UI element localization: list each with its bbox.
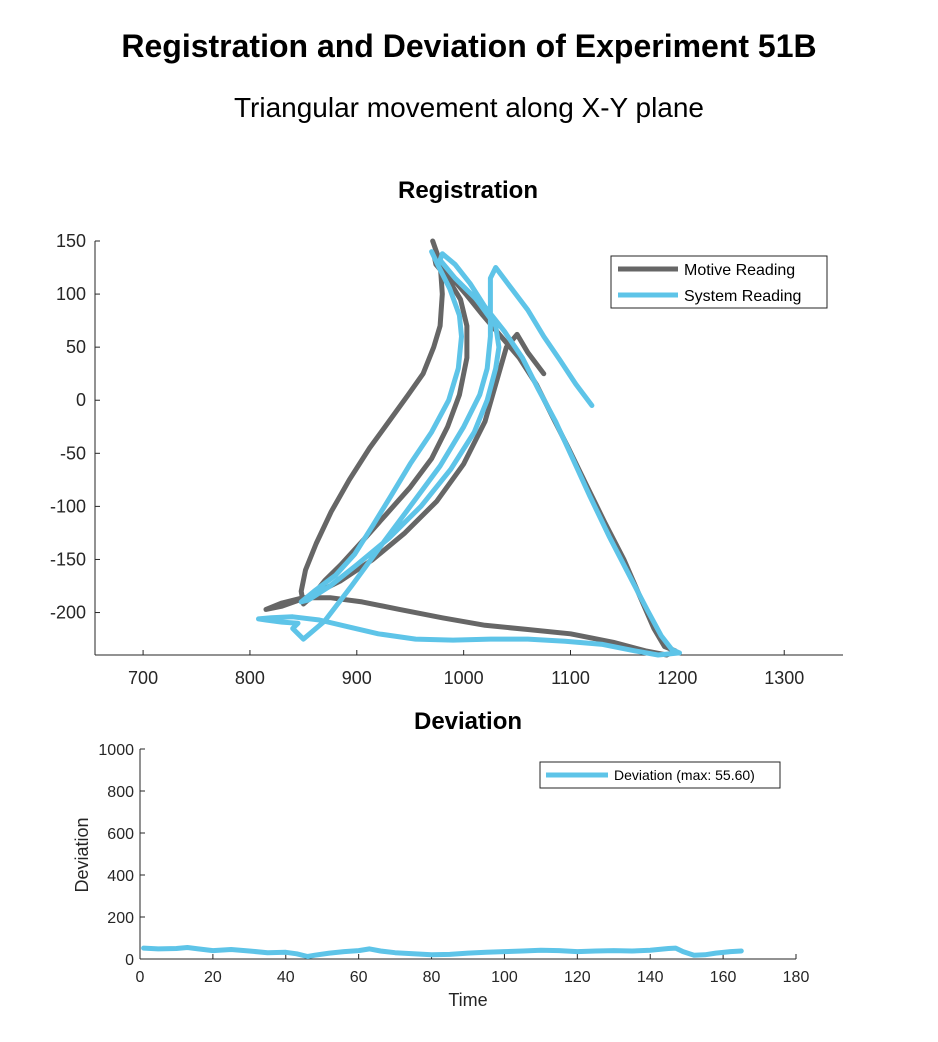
registration-y-tick-label: 50 [66, 337, 86, 357]
deviation-y-tick-label: 200 [107, 910, 134, 927]
registration-series-line [256, 249, 682, 658]
registration-y-tick-label: 100 [56, 284, 86, 304]
deviation-x-tick-label: 100 [491, 969, 518, 986]
registration-title: Registration [398, 177, 538, 204]
registration-y-tick-label: -100 [50, 496, 86, 516]
deviation-x-tick-label: 20 [204, 969, 222, 986]
registration-y-tick-label: -50 [60, 443, 86, 463]
deviation-x-tick-label: 120 [564, 969, 591, 986]
registration-y-tick-label: 150 [56, 231, 86, 251]
deviation-y-tick-label: 600 [107, 826, 134, 843]
deviation-y-tick-label: 400 [107, 868, 134, 885]
registration-x-tick-label: 700 [128, 668, 158, 688]
registration-legend: Motive Reading System Reading [610, 255, 828, 309]
deviation-xlabel: Time [448, 990, 487, 1010]
registration-axes: 700 800 900 1000 1100 1200 1300 150 100 50 0 -50 -10… [50, 231, 843, 688]
deviation-x-tick-label: 0 [136, 969, 145, 986]
deviation-lines [141, 945, 744, 959]
registration-y-tick-label: 0 [76, 390, 86, 410]
deviation-ylabel: Deviation [72, 817, 92, 892]
registration-x-tick-label: 1200 [657, 668, 697, 688]
registration-legend-label: Motive Reading [684, 262, 795, 279]
deviation-y-tick-label: 1000 [98, 742, 134, 759]
deviation-series-line [141, 945, 744, 959]
deviation-x-tick-label: 60 [350, 969, 368, 986]
registration-x-tick-label: 1100 [551, 668, 590, 688]
registration-x-tick-label: 1000 [444, 668, 484, 688]
deviation-legend-label: Deviation (max: 55.60) [614, 767, 755, 783]
deviation-title: Deviation [414, 708, 522, 735]
deviation-x-tick-label: 160 [710, 969, 737, 986]
registration-lines [256, 238, 682, 658]
figure-subtitle: Triangular movement along X-Y plane [233, 92, 705, 123]
figure-title: Registration and Deviation of Experiment… [121, 28, 817, 64]
registration-x-tick-label: 800 [235, 668, 265, 688]
registration-x-tick-label: 1300 [764, 668, 804, 688]
registration-y-tick-label: -150 [50, 549, 86, 569]
deviation-x-tick-label: 80 [423, 969, 441, 986]
deviation-y-tick-label: 0 [125, 952, 134, 969]
deviation-y-tick-label: 800 [107, 784, 134, 801]
registration-y-tick-label: -200 [50, 603, 86, 623]
deviation-legend: Deviation (max: 55.60) [539, 761, 781, 789]
deviation-x-tick-label: 180 [783, 969, 810, 986]
deviation-x-tick-label: 40 [277, 969, 295, 986]
registration-legend-label: System Reading [684, 288, 801, 305]
registration-x-tick-label: 900 [342, 668, 372, 688]
registration-legend-box [610, 255, 828, 309]
deviation-axes: 0 20 40 60 80 100 120 140 160 180 0 200 400 600 800 100… [98, 742, 809, 986]
deviation-x-tick-label: 140 [637, 969, 664, 986]
